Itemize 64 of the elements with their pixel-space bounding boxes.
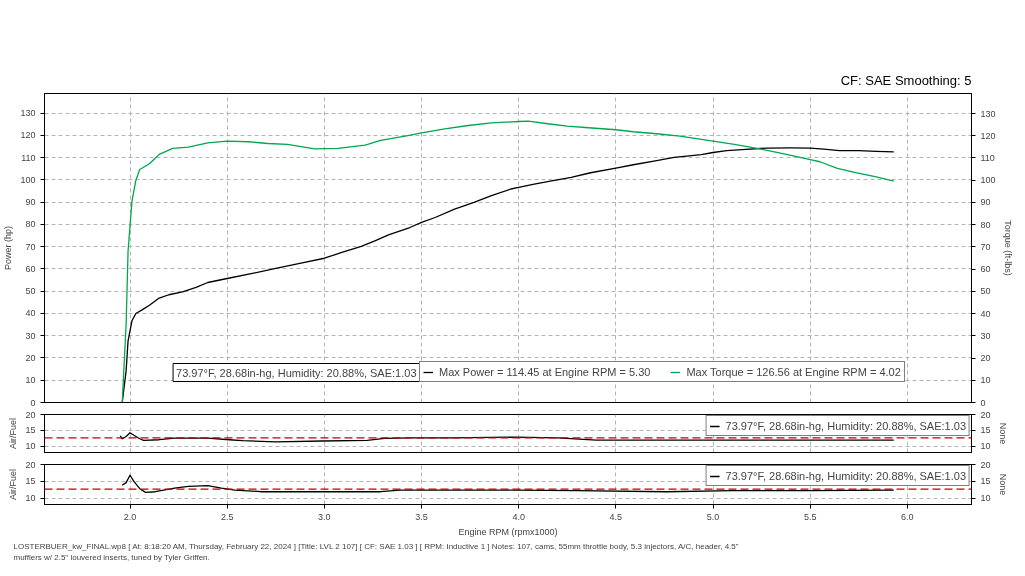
y-tick-label: 100: [20, 174, 36, 185]
x-axis-title: Engine RPM (rpmx1000): [458, 526, 558, 537]
y2-tick-label: 20: [980, 353, 991, 364]
x-tick-label: 3.5: [415, 511, 428, 522]
y-tick-label: 15: [25, 476, 36, 487]
x-tick-label: 4.5: [609, 511, 623, 522]
text: LOSTERBUER_kw_FINAL.wp8 [ At: 8:18:20 AM, Thursday, February 22, 2024 ] [Title: LVL 2 107] [ CF: SAE 1.03 ] [ RPM: Inductive 1 ] Notes: 107, cams, 55mm throttle body, 5.3 injectors, A/C, header, 4.5" mufflers w/ 2.5" louvered inserts, tuned by Tyler Griffen.: [13, 541, 739, 562]
legend-label: 73.97°F, 28.68in-hg, Humidity: 20.88%, SAE:1.03: [725, 419, 966, 432]
x-tick-label: 2.5: [220, 511, 234, 522]
y2-tick-label: 10: [980, 375, 991, 386]
y2-tick-label: 70: [980, 241, 991, 252]
y-tick-label: 10: [25, 441, 36, 452]
y-tick-label: 50: [25, 286, 36, 297]
y2-tick-label: 10: [980, 493, 991, 504]
y2-tick-label: 100: [980, 175, 996, 186]
y2-tick-label: 60: [980, 264, 991, 275]
y-tick-label: 20: [25, 409, 36, 420]
y-tick-label: 10: [25, 375, 36, 386]
y2-axis-title: None: [997, 422, 1008, 445]
y2-tick-label: 20: [980, 459, 991, 470]
x-tick-label: 3.0: [318, 511, 331, 522]
y2-tick-label: 20: [980, 409, 991, 420]
y-tick-label: 20: [25, 352, 36, 363]
y2-tick-label: 10: [980, 441, 991, 452]
y2-tick-label: 0: [980, 397, 986, 408]
y-axis-title: Air/Fuel: [8, 468, 19, 500]
y2-tick-label: 130: [980, 108, 996, 119]
y-tick-label: 90: [25, 197, 36, 208]
legend-label: 73.97°F, 28.68in-hg, Humidity: 20.88%, SAE:1.03: [725, 469, 966, 482]
legend-label: Max Power = 114.45 at Engine RPM = 5.30: [439, 365, 651, 378]
y2-tick-label: 40: [980, 308, 991, 319]
y2-axis-title: Torque (ft-lbs): [1002, 220, 1013, 276]
y-tick-label: 15: [25, 425, 36, 436]
y-tick-label: 20: [25, 459, 36, 470]
y-tick-label: 0: [30, 397, 36, 408]
y-tick-label: 10: [25, 493, 36, 504]
y2-tick-label: 120: [980, 130, 996, 141]
y-axis-title: Power (hp): [3, 225, 14, 271]
y-tick-label: 60: [25, 263, 36, 274]
legend-label: Max Torque = 126.56 at Engine RPM = 4.02: [686, 365, 901, 378]
y2-tick-label: 15: [980, 476, 991, 487]
y-tick-label: 80: [25, 219, 36, 230]
y-axis-title: Air/Fuel: [8, 417, 19, 449]
y2-tick-label: 30: [980, 330, 991, 341]
y-tick-label: 130: [20, 108, 36, 119]
x-tick-label: 5.0: [706, 511, 720, 522]
y-tick-label: 30: [25, 330, 36, 341]
y-tick-label: 120: [20, 130, 36, 141]
y2-tick-label: 90: [980, 197, 991, 208]
y-tick-label: 110: [21, 152, 36, 163]
y2-tick-label: 50: [980, 286, 991, 297]
chart-subtitle: CF: SAE Smoothing: 5: [840, 72, 972, 88]
y2-axis-title: None: [997, 473, 1008, 496]
y-tick-label: 70: [25, 241, 36, 252]
x-tick-label: 5.5: [803, 511, 817, 522]
line-series: [119, 432, 895, 443]
y2-tick-label: 80: [980, 219, 991, 230]
y2-tick-label: 110: [980, 152, 995, 163]
y-tick-label: 40: [25, 308, 36, 319]
legend-title: 73.97°F, 28.68in-hg, Humidity: 20.88%, SAE:1.03: [176, 366, 417, 379]
y2-tick-label: 15: [980, 425, 991, 436]
x-tick-label: 6.0: [901, 511, 914, 522]
x-tick-label: 2.0: [123, 511, 137, 522]
x-tick-label: 4.0: [512, 511, 525, 522]
